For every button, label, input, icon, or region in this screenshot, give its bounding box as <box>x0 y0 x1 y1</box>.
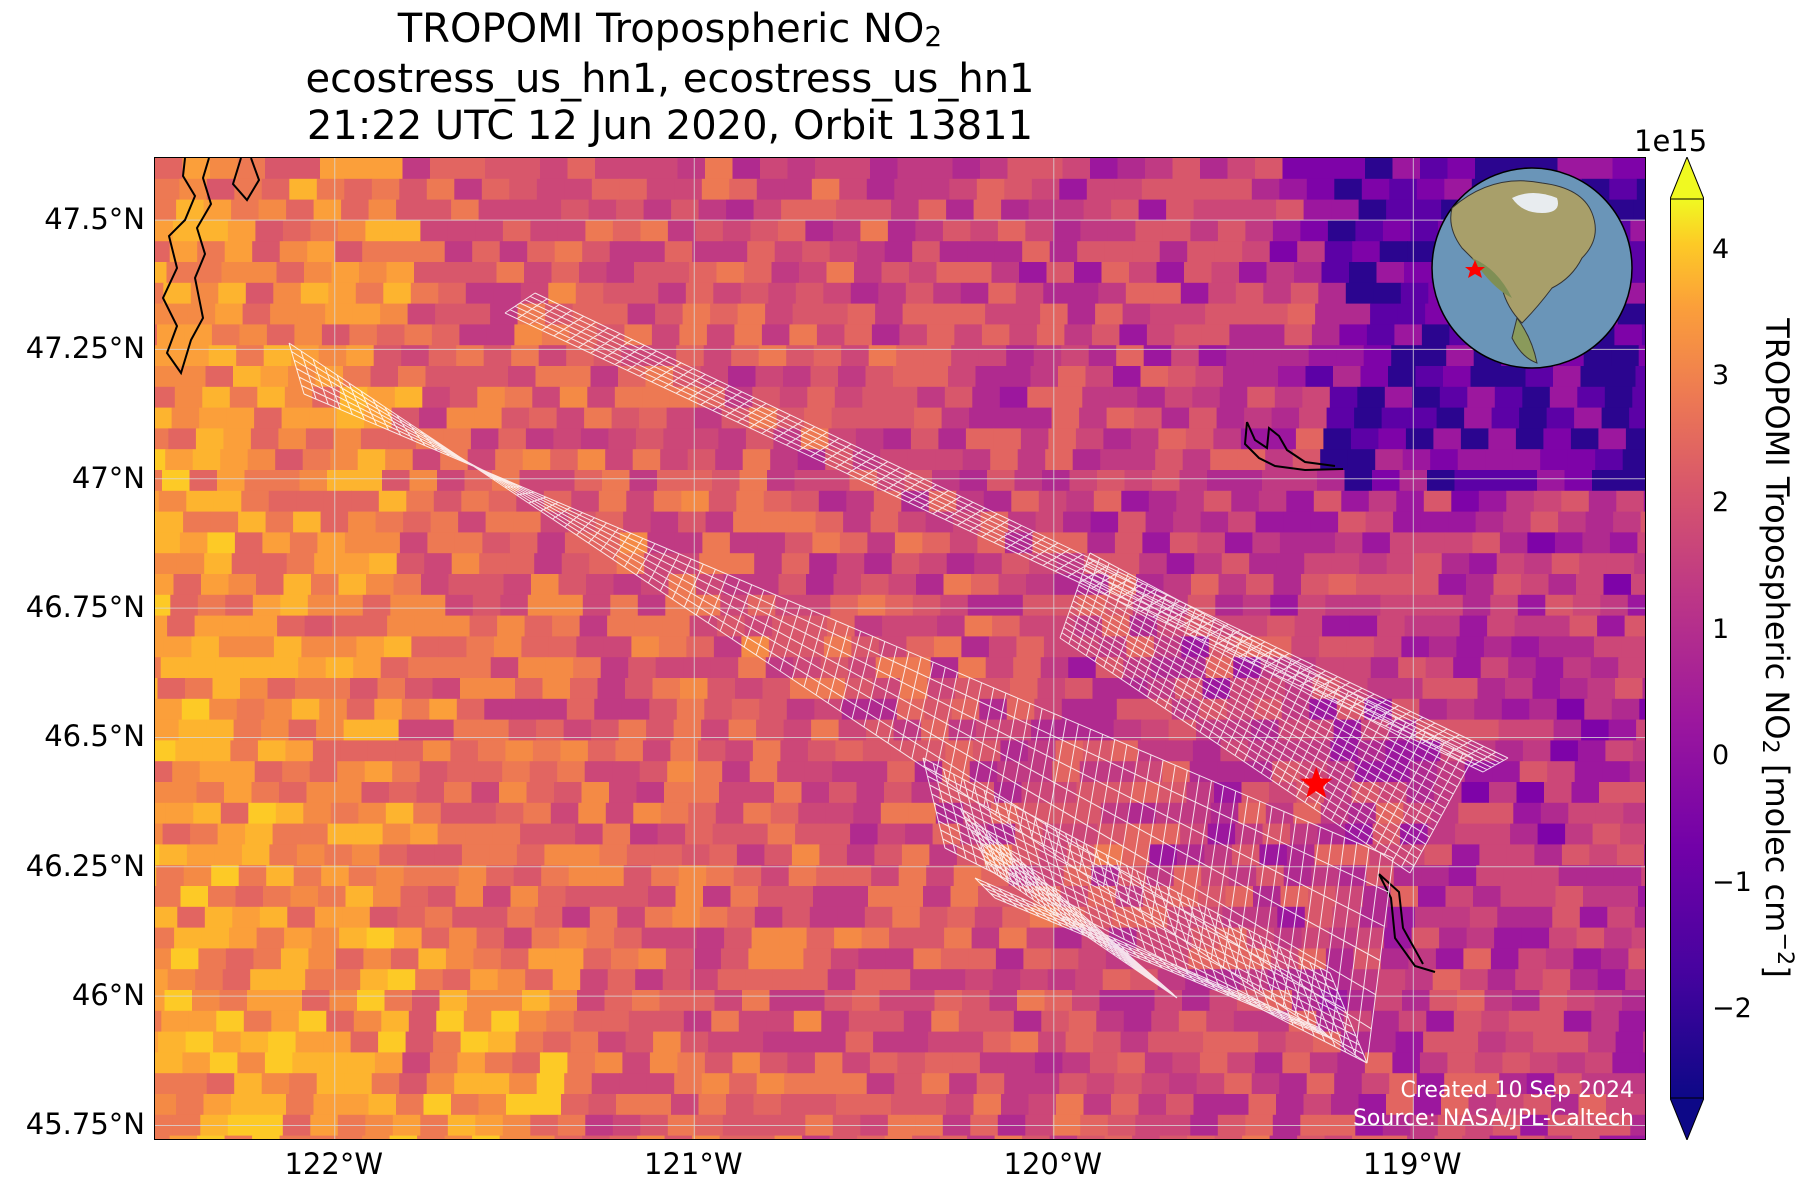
globe-marker <box>1465 260 1485 278</box>
globe-icon <box>1431 167 1633 369</box>
colorbar-tick-label: 0 <box>1712 740 1730 772</box>
colorbar-extend-min <box>1670 1097 1704 1140</box>
no2-map <box>155 158 1645 1139</box>
lat-tick-label: 46.5°N <box>44 719 145 754</box>
lat-tick-label: 45.75°N <box>25 1107 145 1142</box>
colorbar-tick-label: −1 <box>1712 866 1752 898</box>
graticule <box>155 158 1645 1139</box>
credit-source: Source: NASA/JPL-Caltech <box>1352 1106 1634 1131</box>
colorbar-label: TROPOMI Tropospheric NO2 [molec cm−2] <box>1756 318 1798 978</box>
lat-tick-label: 47°N <box>71 460 145 495</box>
lat-tick-label: 47.5°N <box>44 202 145 237</box>
title-sites: ecostress_us_hn1, ecostress_us_hn1 <box>305 56 1035 102</box>
page-title: TROPOMI Tropospheric NO2 <box>397 6 943 54</box>
colorbar-tick-label: 4 <box>1712 233 1730 265</box>
credit-created: Created 10 Sep 2024 <box>1400 1078 1635 1103</box>
lat-tick-label: 47.25°N <box>25 331 145 366</box>
colorbar-extend-max <box>1670 157 1704 200</box>
ecostress-swaths <box>288 292 1509 1064</box>
lat-tick-label: 46.25°N <box>25 848 145 883</box>
target-marker <box>1300 767 1333 798</box>
lon-tick-label: 121°W <box>644 1147 743 1181</box>
colorbar-tick-label: 2 <box>1712 486 1730 518</box>
swath-strip-b <box>974 877 1331 1039</box>
colorbar-exponent: 1e15 <box>1634 124 1708 158</box>
coastline-puget-sound <box>161 158 213 376</box>
lake-outline <box>1243 421 1344 472</box>
map-panel <box>154 157 1646 1140</box>
star-icon <box>1300 767 1333 798</box>
lat-tick-label: 46.75°N <box>25 590 145 625</box>
colorbar <box>1670 157 1704 1140</box>
lon-tick-label: 120°W <box>1003 1147 1103 1181</box>
lon-tick-label: 122°W <box>284 1147 384 1181</box>
lon-tick-label: 119°W <box>1363 1147 1462 1181</box>
colorbar-body <box>1670 198 1704 1099</box>
colorbar-tick-label: −2 <box>1712 993 1752 1025</box>
lat-tick-label: 46°N <box>71 978 145 1013</box>
title-time-orbit: 21:22 UTC 12 Jun 2020, Orbit 13811 <box>306 103 1034 149</box>
swath-mid <box>1059 552 1474 874</box>
coastline-island <box>231 158 261 202</box>
coastlines <box>161 158 1436 973</box>
colorbar-tick-label: 1 <box>1712 613 1730 645</box>
river-outline <box>1378 873 1436 973</box>
colorbar-tick-label: 3 <box>1712 360 1730 392</box>
swath-long <box>288 342 1394 1064</box>
no2-pixel-grid <box>155 158 1645 1139</box>
